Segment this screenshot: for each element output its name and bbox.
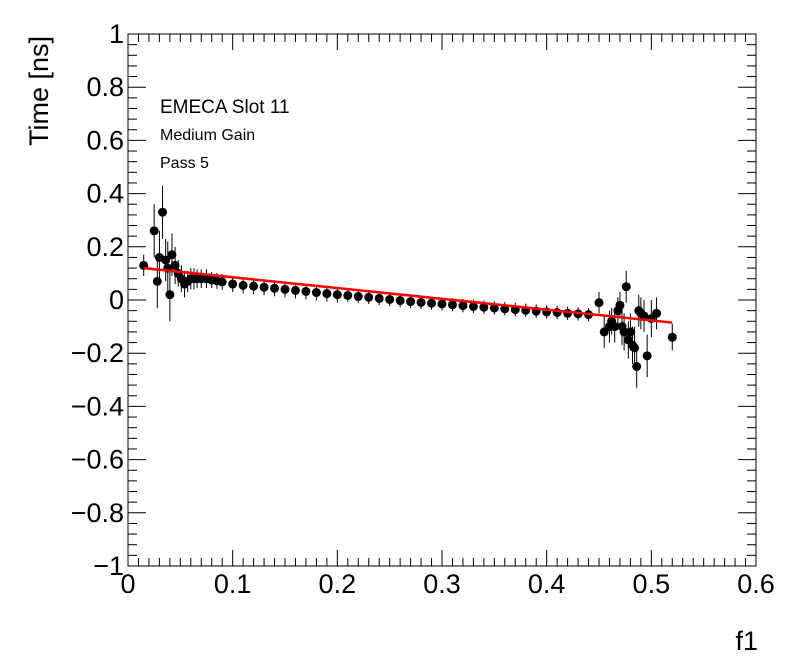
data-point [249,281,259,291]
data-point [458,301,468,311]
data-point [311,288,321,298]
annotation-slot: EMECA Slot 11 [160,97,290,118]
data-point [468,301,478,311]
y-tick-label: −0.8 [71,498,124,528]
plot-area [139,185,677,388]
data-point [170,260,180,270]
data-point [416,297,426,307]
data-point [343,290,353,300]
data-point [652,308,662,318]
y-tick-label: 0.8 [86,72,124,102]
y-tick-label: −1 [93,551,124,581]
data-point [158,207,168,217]
x-tick-label: 0.6 [737,569,775,599]
data-point [217,277,227,287]
data-point [625,327,635,337]
data-point [385,294,395,304]
data-point [406,297,416,307]
y-tick-label: 0.4 [86,179,124,209]
data-point [149,226,159,236]
x-tick-label: 0.5 [633,569,671,599]
y-tick-label: 0.6 [86,125,124,155]
data-point [632,362,642,371]
y-tick-label: 0.2 [86,232,124,262]
data-point [374,293,384,303]
data-point [259,282,269,292]
y-tick-label: −0.2 [71,338,124,368]
data-point [479,302,489,312]
x-tick-label: 0.4 [528,569,566,599]
data-point [619,327,629,337]
data-point [364,292,374,302]
data-point [167,250,177,260]
annotation-gain: Medium Gain [160,127,255,144]
annotation-pass: Pass 5 [160,155,209,172]
data-point [152,276,162,286]
data-point [630,343,640,353]
data-point [322,289,332,299]
y-axis-title: Time [ns] [24,36,54,146]
data-point [447,300,457,310]
data-point [437,299,447,309]
x-tick-label: 0 [120,569,135,599]
axis-ticks [127,33,757,567]
data-point [270,283,280,293]
data-point [301,286,311,296]
data-point [332,290,342,300]
data-point [667,332,677,342]
x-axis-title: f1 [735,626,758,656]
data-point [290,285,300,295]
x-tick-label: 0.1 [214,569,252,599]
x-tick-label: 0.2 [319,569,357,599]
fit-line [143,266,673,324]
tick-labels: 0 0.1 0.2 0.3 0.4 0.5 0.6 −1 −0.8 −0.6 −0.4 −0.2 0 0.… [71,19,775,599]
x-tick-label: 0.3 [423,569,461,599]
data-point [621,282,631,292]
data-point [238,280,248,290]
data-point [642,351,652,361]
data-point [395,296,405,306]
data-point [280,284,290,294]
y-tick-label: 0 [109,285,124,315]
y-tick-label: −0.4 [71,391,124,421]
data-point [610,322,620,332]
data-point [165,290,175,300]
y-tick-label: −0.6 [71,445,124,475]
data-point [615,300,625,310]
y-tick-label: 1 [109,19,124,49]
data-point [594,298,604,308]
data-point [353,292,363,302]
data-point [427,298,437,308]
data-point [228,279,238,289]
